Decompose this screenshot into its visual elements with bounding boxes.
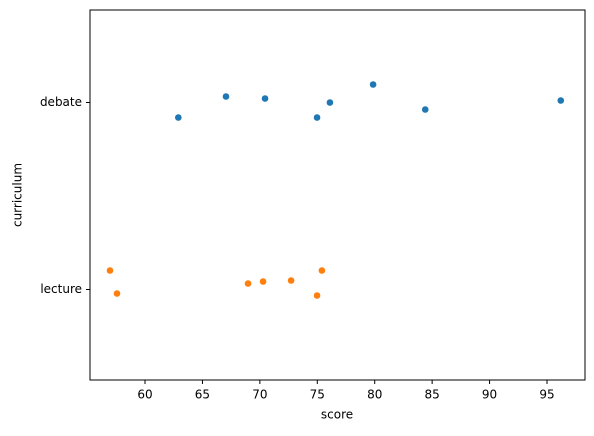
point bbox=[287, 277, 295, 284]
x-tick-label: 95 bbox=[539, 388, 554, 402]
point bbox=[259, 278, 267, 285]
y-tick-label: lecture bbox=[40, 282, 82, 296]
x-tick-label: 85 bbox=[424, 388, 439, 402]
point bbox=[369, 81, 377, 88]
x-tick-label: 60 bbox=[137, 388, 152, 402]
point bbox=[313, 292, 321, 299]
point bbox=[113, 290, 121, 297]
point bbox=[313, 114, 321, 121]
point bbox=[318, 267, 326, 274]
x-tick-label: 90 bbox=[482, 388, 497, 402]
point bbox=[557, 97, 565, 104]
x-axis-label: score bbox=[321, 408, 353, 422]
x-tick-label: 80 bbox=[367, 388, 382, 402]
point bbox=[175, 114, 182, 121]
y-tick-label: debate bbox=[40, 95, 82, 109]
x-tick-label: 75 bbox=[310, 388, 325, 402]
point bbox=[261, 95, 269, 102]
x-tick-label: 65 bbox=[195, 388, 210, 402]
point bbox=[244, 280, 252, 287]
point bbox=[421, 106, 429, 113]
x-tick-label: 70 bbox=[252, 388, 267, 402]
plot-frame bbox=[89, 9, 586, 381]
y-axis-label: curriculum bbox=[11, 163, 25, 227]
point bbox=[326, 99, 334, 106]
point bbox=[222, 93, 230, 100]
point bbox=[106, 267, 114, 274]
